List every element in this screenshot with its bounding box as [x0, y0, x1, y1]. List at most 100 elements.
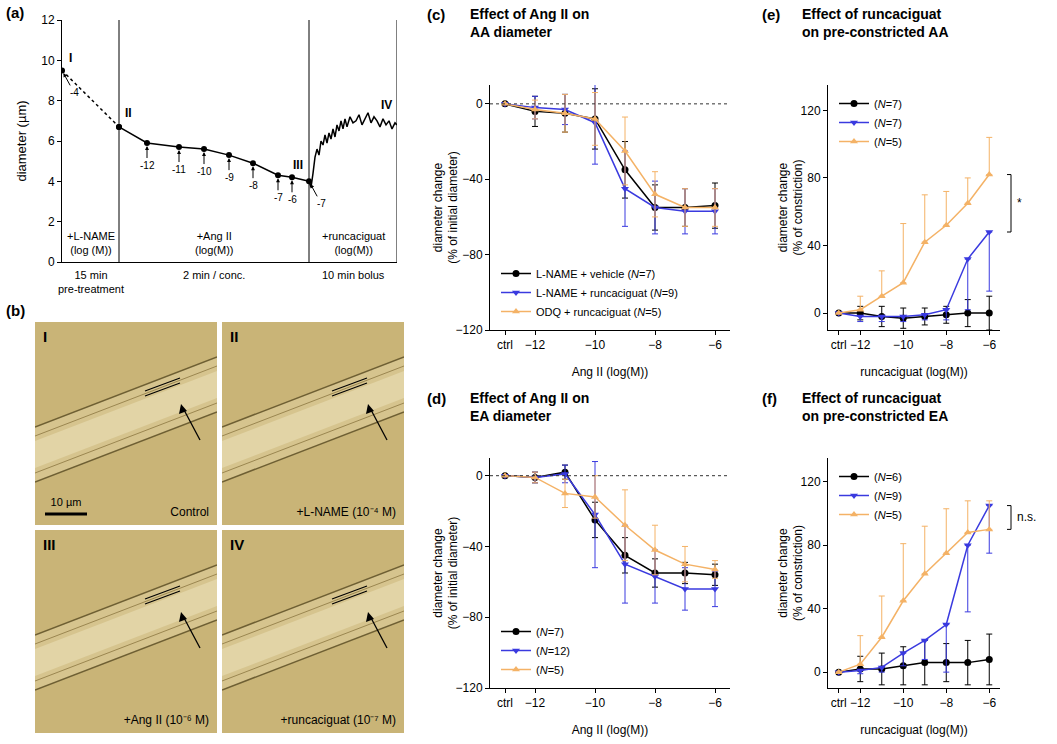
svg-text:I: I [69, 51, 72, 65]
svg-text:(d): (d) [427, 390, 446, 407]
svg-text:ctrl: ctrl [497, 338, 513, 352]
svg-text:−120: −120 [456, 681, 483, 695]
svg-text:Control: Control [170, 505, 209, 519]
svg-text:(N=7): (N=7) [536, 626, 564, 638]
svg-text:+runcaciguat (10⁻⁷ M): +runcaciguat (10⁻⁷ M) [281, 713, 396, 727]
svg-text:(N=12): (N=12) [536, 645, 570, 657]
svg-text:(a): (a) [6, 4, 24, 21]
svg-text:runcaciguat (log(M)): runcaciguat (log(M)) [860, 365, 967, 379]
svg-text:I: I [43, 328, 47, 345]
svg-text:(c): (c) [427, 6, 445, 23]
svg-text:L-NAME + vehicle (N=7): L-NAME + vehicle (N=7) [536, 268, 655, 280]
svg-text:15 minpre-treatment: 15 minpre-treatment [58, 269, 124, 295]
svg-text:(N=5): (N=5) [874, 509, 902, 521]
svg-text:runcaciguat (log(M)): runcaciguat (log(M)) [860, 723, 967, 737]
svg-text:II: II [125, 106, 132, 120]
svg-text:(f): (f) [762, 390, 777, 407]
svg-text:ctrl: ctrl [831, 696, 847, 710]
svg-text:120: 120 [801, 104, 821, 118]
svg-text:−6: −6 [708, 338, 722, 352]
svg-text:+runcaciguat(log(M)): +runcaciguat(log(M)) [322, 230, 385, 256]
svg-text:-6: -6 [288, 194, 297, 205]
svg-text:-7: -7 [317, 198, 326, 209]
svg-text:−12: −12 [525, 338, 546, 352]
svg-text:III: III [43, 536, 56, 553]
svg-text:4: 4 [48, 175, 55, 189]
svg-text:+L-NAME(log (M)): +L-NAME(log (M)) [67, 230, 115, 256]
svg-text:ctrl: ctrl [831, 338, 847, 352]
svg-text:6: 6 [48, 134, 55, 148]
svg-text:(e): (e) [762, 6, 780, 23]
svg-text:II: II [230, 328, 238, 345]
svg-text:−80: −80 [462, 248, 483, 262]
svg-text:(N=9): (N=9) [874, 490, 902, 502]
svg-text:−40: −40 [462, 540, 483, 554]
svg-text:−10: −10 [585, 338, 606, 352]
svg-text:−80: −80 [462, 610, 483, 624]
svg-text:ODQ + runcaciguat (N=5): ODQ + runcaciguat (N=5) [536, 306, 661, 318]
svg-text:10 min bolus: 10 min bolus [322, 269, 385, 281]
svg-text:L-NAME + runcaciguat (N=9): L-NAME + runcaciguat (N=9) [536, 287, 678, 299]
svg-text:−12: −12 [850, 696, 871, 710]
svg-text:8: 8 [48, 94, 55, 108]
svg-text:10 µm: 10 µm [51, 496, 82, 508]
svg-text:0: 0 [48, 255, 55, 269]
svg-text:-9: -9 [225, 172, 234, 183]
svg-text:−10: −10 [585, 696, 606, 710]
svg-text:−6: −6 [982, 696, 996, 710]
svg-text:-10: -10 [197, 166, 212, 177]
svg-text:Ang II (log(M)): Ang II (log(M)) [572, 365, 649, 379]
svg-text:−8: −8 [939, 696, 953, 710]
svg-text:−40: −40 [462, 172, 483, 186]
svg-text:10: 10 [41, 54, 55, 68]
svg-text:diameter (µm): diameter (µm) [14, 100, 29, 181]
svg-text:diameter change(% of constrict: diameter change(% of constriction) [776, 159, 806, 255]
svg-text:+Ang II (10⁻⁶ M): +Ang II (10⁻⁶ M) [124, 713, 209, 727]
svg-text:Ang II (log(M)): Ang II (log(M)) [572, 723, 649, 737]
svg-text:−6: −6 [982, 338, 996, 352]
svg-text:-7: -7 [274, 192, 283, 203]
svg-text:−12: −12 [850, 338, 871, 352]
svg-text:diameter change(% of constrict: diameter change(% of constriction) [776, 525, 806, 621]
svg-text:0: 0 [476, 469, 483, 483]
svg-text:−6: −6 [708, 696, 722, 710]
svg-text:−8: −8 [648, 338, 662, 352]
svg-text:Effect of runcaciguaton pre-co: Effect of runcaciguaton pre-constricted … [802, 6, 949, 40]
svg-text:diameter change(% of initial d: diameter change(% of initial diameter) [431, 517, 461, 630]
svg-text:+L-NAME (10⁻⁴ M): +L-NAME (10⁻⁴ M) [296, 505, 396, 519]
svg-text:IV: IV [230, 536, 244, 553]
svg-text:-4: -4 [70, 87, 79, 98]
svg-text:−10: −10 [893, 338, 914, 352]
svg-text:Effect of Ang II onAA diameter: Effect of Ang II onAA diameter [470, 6, 589, 40]
svg-text:−12: −12 [525, 696, 546, 710]
svg-text:(N=5): (N=5) [874, 136, 902, 148]
svg-text:diameter change(% of initial d: diameter change(% of initial diameter) [431, 151, 461, 264]
svg-text:40: 40 [807, 602, 821, 616]
svg-text:2: 2 [48, 215, 55, 229]
svg-text:12: 12 [41, 13, 55, 27]
svg-text:(N=7): (N=7) [874, 98, 902, 110]
svg-text:80: 80 [807, 171, 821, 185]
svg-text:120: 120 [801, 475, 821, 489]
svg-text:40: 40 [807, 239, 821, 253]
svg-text:0: 0 [814, 665, 821, 679]
svg-text:0: 0 [814, 306, 821, 320]
svg-text:*: * [1017, 196, 1022, 210]
svg-text:Effect of runcaciguaton pre-co: Effect of runcaciguaton pre-constricted … [802, 390, 948, 424]
svg-text:2 min / conc.: 2 min / conc. [183, 269, 245, 281]
svg-text:(N=5): (N=5) [536, 664, 564, 676]
svg-text:(N=7): (N=7) [874, 117, 902, 129]
svg-text:−8: −8 [939, 338, 953, 352]
svg-text:III: III [293, 158, 303, 172]
svg-text:(N=6): (N=6) [874, 471, 902, 483]
svg-text:-8: -8 [249, 180, 258, 191]
svg-text:-12: -12 [140, 160, 155, 171]
svg-text:80: 80 [807, 538, 821, 552]
svg-text:ctrl: ctrl [497, 696, 513, 710]
svg-text:Effect of Ang II onEA diameter: Effect of Ang II onEA diameter [470, 390, 589, 424]
svg-text:IV: IV [381, 98, 392, 112]
svg-text:−10: −10 [893, 696, 914, 710]
svg-text:(b): (b) [6, 302, 25, 319]
svg-text:+Ang II(log(M)): +Ang II(log(M)) [195, 230, 234, 256]
svg-text:0: 0 [476, 97, 483, 111]
